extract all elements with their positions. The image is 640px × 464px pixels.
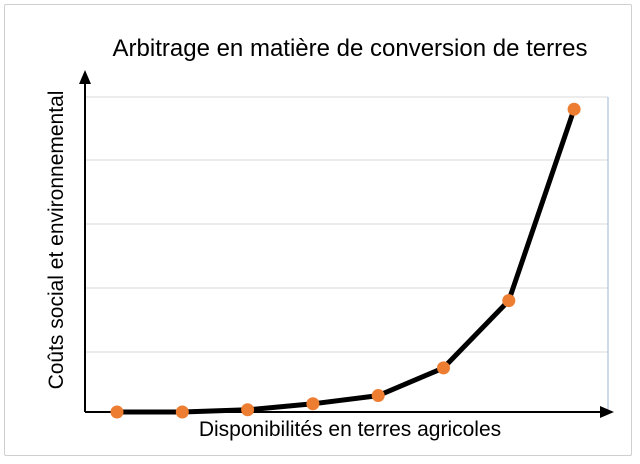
data-point (110, 405, 124, 419)
y-axis-label: Coûts social et environnemental (45, 90, 68, 390)
chart-title: Arbitrage en matière de conversion de te… (112, 35, 588, 62)
data-point (437, 361, 450, 375)
data-point (371, 389, 385, 403)
data-point (241, 403, 255, 417)
data-markers (110, 102, 581, 419)
data-point (306, 397, 320, 411)
chart-frame (4, 4, 632, 456)
series-line (114, 106, 577, 415)
x-axis-label: Disponibilités en terres agricoles (198, 418, 502, 441)
data-point (502, 294, 516, 308)
y-axis-arrow (79, 70, 91, 84)
series-line-path (114, 106, 577, 415)
axes (79, 70, 614, 418)
data-point (175, 405, 189, 419)
x-axis-arrow (600, 406, 614, 418)
data-point (567, 102, 581, 116)
grid-lines (85, 96, 609, 412)
